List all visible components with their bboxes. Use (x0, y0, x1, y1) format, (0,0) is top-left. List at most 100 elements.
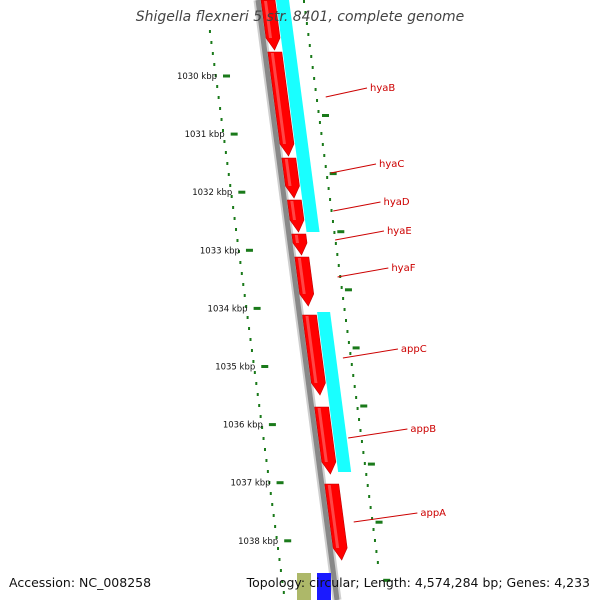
tick-label: 1036 kbp (223, 421, 263, 431)
gene-arrow-shine (317, 408, 328, 462)
minor-tick-outer (376, 561, 379, 564)
minor-tick (243, 294, 246, 297)
minor-tick-outer (303, 0, 305, 3)
minor-tick (233, 217, 236, 220)
gene-leader-line (353, 512, 418, 523)
minor-tick-outer (336, 253, 339, 256)
minor-tick (263, 448, 266, 451)
gene-arrow-shine (270, 53, 286, 144)
minor-tick-outer (333, 231, 336, 234)
minor-tick-outer (356, 407, 359, 410)
minor-tick (274, 525, 277, 528)
minor-tick (227, 173, 230, 176)
gene-leader-line (325, 87, 368, 98)
minor-tick-outer (327, 187, 330, 190)
gene-labels: hyaB hyaC hyaD hyaE hyaF appC appB appA (325, 83, 446, 523)
minor-tick-outer (359, 429, 362, 432)
tick-label: 1033 kbp (200, 246, 240, 256)
legend-swatch-olive (297, 573, 311, 600)
minor-tick-outer (353, 385, 356, 388)
minor-tick (281, 580, 284, 583)
tick-label: 1038 kbp (238, 537, 278, 547)
tick-label: 1031 kbp (185, 130, 225, 140)
minor-tick (279, 569, 282, 572)
minor-tick-outer (316, 99, 319, 102)
minor-tick (250, 349, 253, 352)
major-tick (238, 190, 246, 194)
minor-tick-outer (323, 154, 326, 157)
minor-tick-outer (326, 176, 329, 179)
minor-tick-outer (369, 506, 372, 509)
backbone-line (255, 0, 340, 600)
minor-tick (216, 85, 219, 88)
minor-tick (259, 415, 262, 418)
minor-tick (208, 30, 211, 33)
minor-tick (256, 393, 259, 396)
minor-tick-outer (304, 11, 307, 14)
minor-tick (255, 382, 258, 385)
gene-label-appB: appB (410, 424, 436, 435)
major-tick-outer (383, 578, 391, 582)
gene-arrow-shine (294, 235, 299, 243)
minor-tick-outer (368, 495, 371, 498)
minor-tick (226, 162, 229, 165)
major-tick (253, 306, 261, 310)
major-tick-outer (375, 520, 383, 524)
minor-tick-outer (317, 110, 320, 113)
minor-tick-outer (349, 352, 352, 355)
major-tick-outer (344, 288, 352, 292)
minor-tick (242, 283, 245, 286)
minor-tick (277, 547, 280, 550)
gene-label-hyaE: hyaE (387, 226, 412, 237)
minor-tick (221, 129, 224, 132)
minor-tick-outer (308, 44, 311, 47)
tick-label: 1030 kbp (177, 72, 217, 82)
major-tick (245, 248, 253, 252)
major-tick-outer (322, 114, 330, 117)
minor-tick-outer (350, 363, 353, 366)
major-tick (261, 365, 269, 368)
minor-tick (210, 41, 213, 44)
tick-label: 1032 kbp (192, 188, 232, 198)
minor-tick (219, 107, 222, 110)
minor-tick (229, 184, 232, 187)
cds-band (317, 312, 343, 405)
tick-label: 1037 kbp (230, 479, 270, 489)
minor-tick-outer (346, 330, 349, 333)
gene-label-hyaB: hyaB (370, 83, 395, 94)
minor-tick-outer (311, 66, 314, 69)
minor-tick-outer (330, 209, 333, 212)
gene-leader-line (342, 348, 399, 359)
minor-tick-outer (345, 319, 348, 322)
gene-label-hyaF: hyaF (391, 263, 415, 274)
minor-tick (252, 360, 255, 363)
minor-tick-outer (320, 132, 323, 135)
cds-band (329, 405, 352, 472)
major-tick (284, 539, 292, 543)
page-title: Shigella flexneri 5 str. 8401, complete … (135, 9, 465, 25)
minor-tick-outer (371, 517, 374, 520)
major-tick (230, 132, 238, 136)
bottom-legend-swatches (297, 573, 331, 600)
minor-tick (224, 151, 227, 154)
minor-tick (269, 492, 272, 495)
cds-track (276, 0, 352, 472)
major-tick (268, 423, 276, 427)
minor-tick-outer (329, 198, 332, 201)
gene-arrow-shine (264, 1, 273, 38)
minor-tick-outer (307, 33, 310, 36)
minor-tick (239, 261, 242, 264)
minor-tick (237, 250, 240, 253)
minor-tick (213, 63, 216, 66)
minor-tick (282, 591, 285, 594)
minor-tick (217, 96, 220, 99)
minor-tick (266, 470, 269, 473)
minor-tick-outer (337, 264, 340, 267)
minor-tick-outer (324, 165, 327, 168)
minor-tick-outer (352, 374, 355, 377)
minor-tick-outer (318, 121, 321, 124)
minor-tick (236, 239, 239, 242)
minor-tick-track (208, 0, 379, 594)
minor-tick-outer (313, 77, 316, 80)
